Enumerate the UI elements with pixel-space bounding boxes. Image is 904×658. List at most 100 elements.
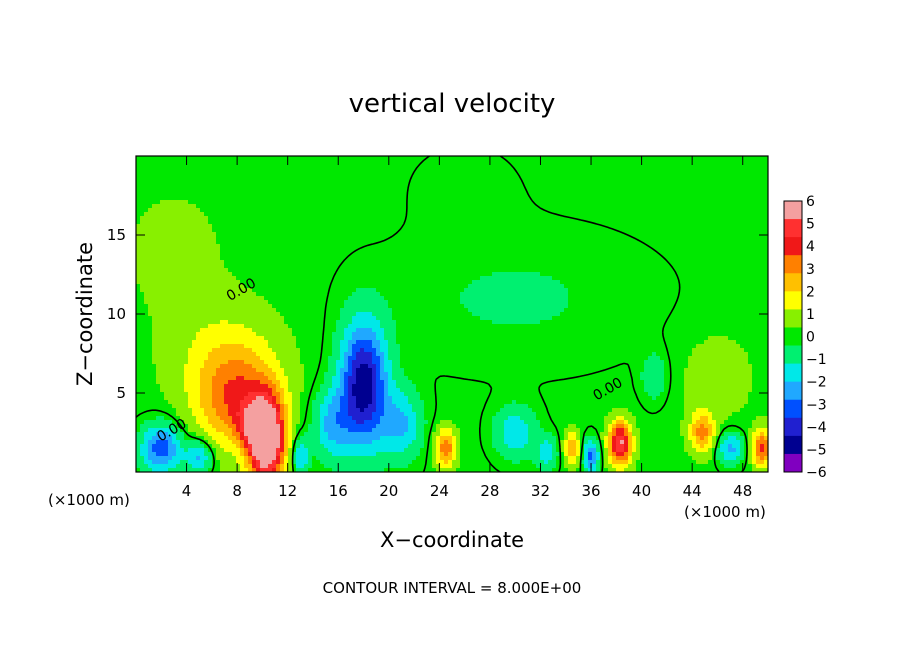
- heatmap-cell: [580, 196, 585, 201]
- heatmap-cell: [504, 204, 509, 209]
- heatmap-cell: [328, 268, 333, 273]
- heatmap-cell: [440, 156, 445, 161]
- heatmap-cell: [280, 236, 285, 241]
- heatmap-cell: [300, 160, 305, 165]
- heatmap-cell: [344, 164, 349, 169]
- heatmap-cell: [228, 276, 233, 281]
- heatmap-cell: [612, 212, 617, 217]
- heatmap-cell: [756, 260, 761, 265]
- heatmap-cell: [212, 196, 217, 201]
- heatmap-cell: [676, 184, 681, 189]
- heatmap-cell: [284, 160, 289, 165]
- heatmap-cell: [296, 200, 301, 205]
- heatmap-cell: [508, 196, 513, 201]
- heatmap-cell: [760, 176, 765, 181]
- heatmap-cell: [260, 256, 265, 261]
- heatmap-cell: [344, 208, 349, 213]
- heatmap-cell: [152, 276, 157, 281]
- heatmap-cell: [164, 188, 169, 193]
- heatmap-cell: [460, 176, 465, 181]
- heatmap-cell: [264, 216, 269, 221]
- heatmap-cell: [652, 228, 657, 233]
- heatmap-cell: [192, 176, 197, 181]
- heatmap-cell: [160, 232, 165, 237]
- heatmap-cell: [580, 192, 585, 197]
- heatmap-cell: [604, 228, 609, 233]
- heatmap-cell: [164, 264, 169, 269]
- heatmap-cell: [144, 172, 149, 177]
- heatmap-cell: [436, 176, 441, 181]
- heatmap-cell: [680, 172, 685, 177]
- heatmap-cell: [164, 248, 169, 253]
- heatmap-cell: [408, 240, 413, 245]
- heatmap-cell: [288, 240, 293, 245]
- heatmap-cell: [312, 204, 317, 209]
- heatmap-cell: [312, 200, 317, 205]
- heatmap-cell: [492, 260, 497, 265]
- heatmap-cell: [660, 160, 665, 165]
- heatmap-cell: [648, 168, 653, 173]
- heatmap-cell: [356, 180, 361, 185]
- heatmap-cell: [736, 268, 741, 273]
- heatmap-cell: [616, 204, 621, 209]
- heatmap-cell: [548, 220, 553, 225]
- heatmap-cell: [216, 168, 221, 173]
- heatmap-cell: [384, 240, 389, 245]
- heatmap-cell: [192, 168, 197, 173]
- heatmap-cell: [296, 224, 301, 229]
- heatmap-cell: [524, 196, 529, 201]
- heatmap-cell: [508, 220, 513, 225]
- heatmap-cell: [392, 224, 397, 229]
- heatmap-cell: [736, 256, 741, 261]
- heatmap-cell: [216, 276, 221, 281]
- heatmap-cell: [760, 240, 765, 245]
- heatmap-cell: [276, 272, 281, 277]
- heatmap-cell: [228, 176, 233, 181]
- heatmap-cell: [604, 176, 609, 181]
- heatmap-cell: [568, 180, 573, 185]
- heatmap-cell: [492, 248, 497, 253]
- heatmap-cell: [452, 200, 457, 205]
- heatmap-cell: [764, 168, 768, 173]
- heatmap-cell: [668, 176, 673, 181]
- heatmap-cell: [324, 264, 329, 269]
- heatmap-cell: [176, 184, 181, 189]
- heatmap-cell: [384, 188, 389, 193]
- heatmap-cell: [276, 192, 281, 197]
- heatmap-cell: [596, 220, 601, 225]
- heatmap-cell: [704, 228, 709, 233]
- heatmap-cell: [436, 244, 441, 249]
- heatmap-cell: [360, 208, 365, 213]
- heatmap-cell: [228, 164, 233, 169]
- heatmap-cell: [564, 204, 569, 209]
- heatmap-cell: [656, 212, 661, 217]
- heatmap-cell: [172, 244, 177, 249]
- heatmap-cell: [608, 252, 613, 257]
- heatmap-cell: [376, 248, 381, 253]
- heatmap-cell: [560, 272, 565, 277]
- heatmap-cell: [356, 244, 361, 249]
- heatmap-cell: [400, 180, 405, 185]
- heatmap-cell: [244, 160, 249, 165]
- heatmap-cell: [716, 184, 721, 189]
- heatmap-cell: [380, 252, 385, 257]
- heatmap-cell: [692, 264, 697, 269]
- heatmap-cell: [692, 160, 697, 165]
- heatmap-cell: [460, 196, 465, 201]
- heatmap-cell: [684, 172, 689, 177]
- heatmap-cell: [456, 224, 461, 229]
- heatmap-cell: [432, 232, 437, 237]
- heatmap-cell: [656, 240, 661, 245]
- heatmap-cell: [168, 156, 173, 161]
- heatmap-cell: [648, 204, 653, 209]
- heatmap-cell: [740, 216, 745, 221]
- heatmap-cell: [400, 240, 405, 245]
- heatmap-cell: [480, 260, 485, 265]
- heatmap-cell: [400, 176, 405, 181]
- heatmap-cell: [228, 232, 233, 237]
- heatmap-cell: [652, 180, 657, 185]
- heatmap-cell: [500, 268, 505, 273]
- heatmap-cell: [140, 200, 145, 205]
- heatmap-cell: [636, 228, 641, 233]
- heatmap-cell: [744, 232, 749, 237]
